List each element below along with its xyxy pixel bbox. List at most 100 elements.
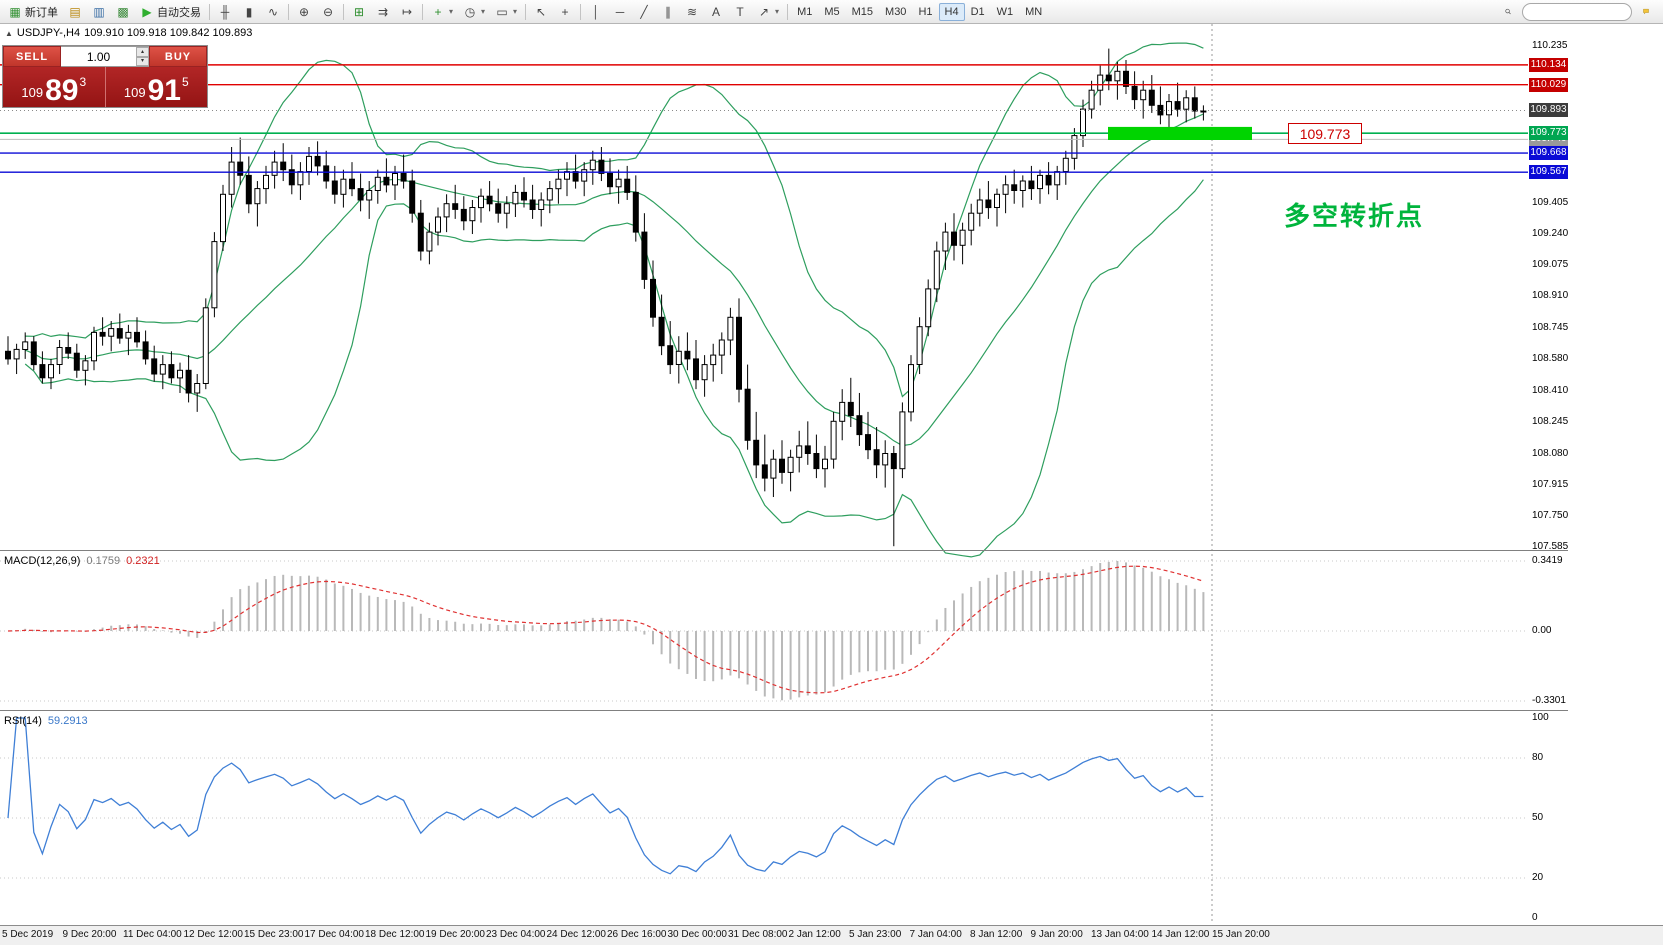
zoom-out-icon: ⊖	[322, 4, 334, 19]
new-order-icon: ▦	[9, 4, 21, 19]
auto-scroll-button[interactable]: ⇉	[371, 2, 395, 21]
toolbar-separator	[343, 3, 344, 20]
zoom-out-button[interactable]: ⊖	[316, 2, 340, 21]
arrows-button[interactable]: ↗ ▾	[752, 2, 784, 21]
price-text-annotation[interactable]: 109.773	[1288, 123, 1362, 144]
time-axis-label: 15 Jan 20:00	[1212, 929, 1270, 940]
bar-chart-button[interactable]: ╫	[213, 2, 237, 21]
new-order-button[interactable]: ▦ 新订单	[3, 2, 63, 21]
auto-trading-button[interactable]: ▶ 自动交易	[135, 2, 206, 21]
toolbar-separator	[288, 3, 289, 20]
indicators-button[interactable]: + ▾	[426, 2, 458, 21]
timeframe-m15-button[interactable]: M15	[846, 3, 879, 21]
auto-trading-label: 自动交易	[157, 6, 201, 19]
fibonacci-button[interactable]: ≋	[680, 2, 704, 21]
trendline-button[interactable]: ╱	[632, 2, 656, 21]
navigator-icon: ▩	[117, 4, 129, 19]
volume-input[interactable]	[61, 47, 136, 66]
indicators-dropdown-caret: ▾	[449, 7, 454, 16]
text-button[interactable]: A	[704, 2, 728, 21]
timeframe-m1-button[interactable]: M1	[791, 3, 818, 21]
tile-windows-button[interactable]: ⊞	[347, 2, 371, 21]
sell-price-sup: 3	[79, 75, 87, 89]
text-icon: A	[712, 4, 721, 19]
label-icon: T	[736, 4, 744, 19]
rsi-name: RSI(14)	[4, 715, 42, 727]
templates-button[interactable]: ▭ ▾	[490, 2, 522, 21]
timeframe-m5-button[interactable]: M5	[818, 3, 845, 21]
time-axis-label: 9 Dec 20:00	[62, 929, 117, 940]
crosshair-icon: +	[561, 4, 569, 19]
buy-price-prefix: 109	[123, 85, 146, 100]
buy-price-big: 91	[147, 73, 181, 107]
toolbar-separator	[422, 3, 423, 20]
timeframe-d1-button[interactable]: D1	[965, 3, 991, 21]
sell-button[interactable]: SELL	[3, 46, 61, 67]
time-axis-label: 26 Dec 16:00	[607, 929, 667, 940]
search-icon	[1505, 8, 1511, 15]
time-axis-label: 19 Dec 20:00	[425, 929, 486, 940]
crosshair-button[interactable]: +	[553, 2, 577, 21]
cursor-button[interactable]: ↖	[529, 2, 553, 21]
candlestick-chart-button[interactable]: ▮	[237, 2, 261, 21]
market-watch-icon: ▥	[93, 4, 105, 19]
charts-button[interactable]: ▤	[63, 2, 87, 21]
timeframe-m30-button[interactable]: M30	[879, 3, 912, 21]
symbol-search-input[interactable]	[1522, 2, 1632, 21]
buy-button[interactable]: BUY	[149, 46, 207, 67]
time-axis-label: 30 Dec 00:00	[667, 929, 728, 940]
chat-bubble-icon	[1643, 8, 1649, 15]
chart-window-icon: ▲	[5, 28, 13, 38]
buy-price-display[interactable]: 109 91 5	[106, 67, 208, 107]
time-axis-label: 11 Dec 04:00	[123, 929, 182, 940]
timeframe-mn-button[interactable]: MN	[1019, 3, 1048, 21]
turning-point-annotation[interactable]: 多空转折点	[1284, 201, 1425, 231]
community-chat-button[interactable]	[1636, 2, 1656, 21]
chart-shift-button[interactable]: ↦	[395, 2, 419, 21]
label-button[interactable]: T	[728, 2, 752, 21]
time-axis-label: 7 Jan 04:00	[909, 929, 962, 940]
volume-control: ▴ ▾	[61, 46, 149, 67]
auto-scroll-icon: ⇉	[377, 4, 389, 19]
timeframe-h4-button[interactable]: H4	[938, 2, 965, 21]
rsi-value: 59.2913	[47, 715, 88, 727]
time-axis-label: 2 Jan 12:00	[788, 929, 841, 940]
main-toolbar: ▦ 新订单 ▤ ▥ ▩ ▶ 自动交易 ╫ ▮ ∿ ⊕ ⊖ ⊞ ⇉ ↦ + ▾ ◷ ▾ ▭ ▾ ↖ + │ ─ ╱ ∥ ≋ A T…	[0, 0, 1663, 24]
indicators-icon: +	[434, 4, 442, 19]
toolbar-separator	[787, 3, 789, 20]
vertical-line-icon: │	[592, 4, 600, 19]
chart-shift-icon: ↦	[401, 4, 413, 19]
periods-dropdown-caret: ▾	[481, 7, 486, 16]
sell-price-display[interactable]: 109 89 3	[3, 67, 105, 107]
highlight-rectangle[interactable]	[1108, 126, 1252, 140]
market-watch-button[interactable]: ▥	[87, 2, 111, 21]
sell-price-prefix: 109	[21, 85, 44, 100]
channel-button[interactable]: ∥	[656, 2, 680, 21]
arrows-icon: ↗	[759, 4, 770, 19]
chart-title-bar: ▲ USDJPY-,H4 109.910 109.918 109.842 109…	[5, 27, 252, 39]
arrows-dropdown-caret: ▾	[775, 7, 780, 16]
horizontal-line-button[interactable]: ─	[608, 2, 632, 21]
search-button[interactable]	[1498, 2, 1518, 21]
volume-increment-button[interactable]: ▴	[136, 47, 149, 57]
timeframe-w1-button[interactable]: W1	[991, 3, 1020, 21]
line-chart-button[interactable]: ∿	[261, 2, 285, 21]
timeframe-h1-button[interactable]: H1	[912, 3, 938, 21]
time-axis-label: 23 Dec 04:00	[486, 929, 546, 940]
zoom-in-button[interactable]: ⊕	[292, 2, 316, 21]
macd-name: MACD(12,26,9)	[4, 555, 81, 567]
periods-button[interactable]: ◷ ▾	[458, 2, 490, 21]
time-axis-label: 5 Jan 23:00	[849, 929, 902, 940]
line-chart-icon: ∿	[267, 4, 279, 19]
time-axis-label: 17 Dec 04:00	[304, 929, 365, 940]
volume-decrement-button[interactable]: ▾	[136, 56, 149, 66]
templates-dropdown-caret: ▾	[513, 7, 518, 16]
symbol-timeframe-label: USDJPY-,H4	[16, 27, 81, 39]
navigator-button[interactable]: ▩	[111, 2, 135, 21]
vertical-line-button[interactable]: │	[584, 2, 608, 21]
cursor-icon: ↖	[536, 4, 547, 19]
zoom-in-icon: ⊕	[298, 4, 310, 19]
channel-icon: ∥	[665, 4, 672, 19]
